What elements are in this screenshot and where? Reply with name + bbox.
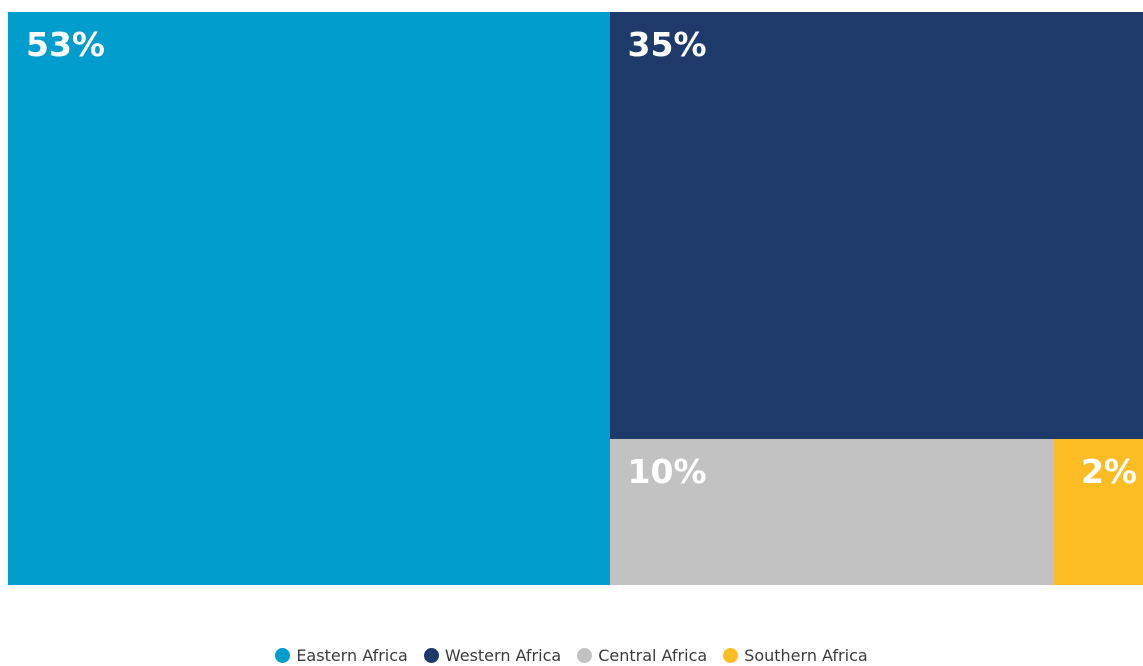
- tile-eastern-africa: 53%: [8, 12, 610, 585]
- legend-label-western-africa: Western Africa: [444, 645, 562, 665]
- tile-central-africa: 10%: [609, 438, 1055, 585]
- legend-item-eastern-africa: Eastern Africa: [275, 646, 408, 665]
- tile-western-africa: 35%: [609, 12, 1143, 439]
- legend-swatch-southern-africa: [723, 647, 739, 663]
- legend-item-western-africa: Western Africa: [423, 645, 562, 665]
- legend: Eastern Africa Western Africa Central Af…: [0, 644, 1143, 666]
- legend-label-southern-africa: Southern Africa: [744, 645, 868, 665]
- data-label-western-africa: 35%: [627, 25, 707, 64]
- legend-swatch-eastern-africa: [275, 647, 291, 663]
- data-label-eastern-africa: 53%: [26, 25, 105, 64]
- data-label-southern-africa: 2%: [1080, 451, 1137, 491]
- legend-item-central-africa: Central Africa: [577, 646, 707, 665]
- legend-label-eastern-africa: Eastern Africa: [296, 645, 408, 665]
- legend-swatch-central-africa: [577, 647, 593, 663]
- data-label-central-africa: 10%: [627, 451, 707, 491]
- tile-southern-africa: 2%: [1054, 438, 1143, 585]
- legend-item-southern-africa: Southern Africa: [723, 646, 868, 665]
- legend-label-central-africa: Central Africa: [598, 645, 708, 665]
- legend-swatch-western-africa: [423, 647, 439, 663]
- treemap-chart: 53% 35% 10% 2%: [8, 12, 1143, 585]
